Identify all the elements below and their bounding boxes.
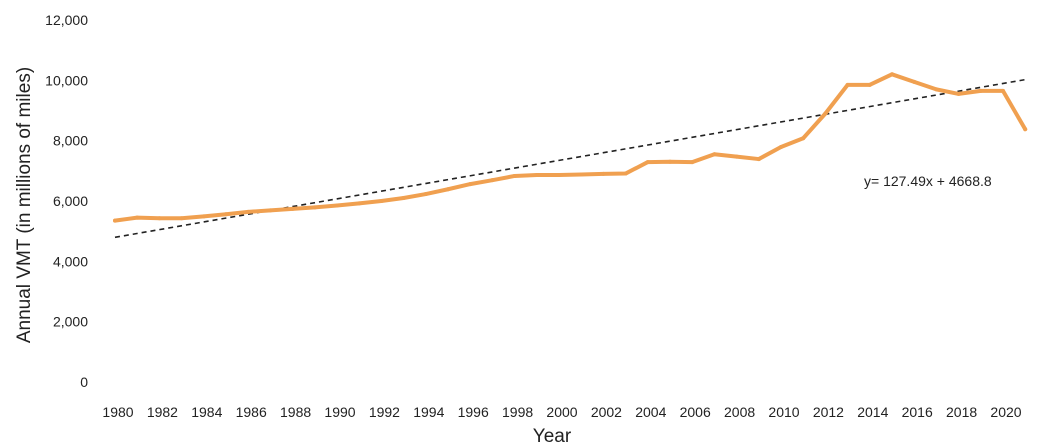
x-tick-label: 1986 [236,404,267,420]
x-tick-label: 1996 [458,404,489,420]
data-point [557,173,561,178]
x-tick-label: 1990 [324,404,355,420]
x-tick-label: 2004 [635,404,666,420]
data-point [379,199,384,203]
data-point [446,187,450,192]
x-tick-label: 1998 [502,404,533,420]
y-tick-label: 2,000 [53,314,88,330]
y-tick-label: 12,000 [45,12,88,28]
x-tick-label: 1992 [369,404,400,420]
data-point [423,192,428,197]
x-tick-label: 1980 [102,404,133,420]
data-point [1001,88,1005,93]
data-point [157,216,162,221]
y-tick-label: 10,000 [45,72,88,88]
x-tick-labels: 1980 1982 1984 1986 1988 1990 1992 1994 1996 1998… [102,404,1021,420]
data-point [956,91,961,96]
data-point [401,195,406,200]
x-axis-title: Year [533,426,572,447]
data-point [623,171,628,176]
data-point [579,172,584,177]
x-tick-label: 2010 [768,404,799,420]
data-point [690,160,695,165]
data-point [823,111,828,116]
data-point [734,154,739,159]
x-tick-label: 1982 [147,404,178,420]
data-point [512,173,517,178]
x-tick-label: 2016 [902,404,933,420]
data-point [601,171,606,176]
y-tick-label: 0 [80,374,88,390]
y-tick-label: 8,000 [53,133,88,149]
data-point [668,159,672,164]
data-point [290,206,295,211]
data-point [179,216,184,221]
data-point [268,208,273,213]
data-point [357,201,362,206]
data-point [113,218,117,223]
y-tick-labels: 0 2,000 4,000 6,000 8,000 10,000 12,000 [45,12,88,390]
data-point [912,79,917,84]
series-line [113,72,1028,223]
data-point [645,160,650,165]
x-tick-label: 2008 [724,404,755,420]
data-point [845,82,850,87]
data-point [468,182,473,187]
x-tick-label: 2014 [857,404,888,420]
data-point [867,82,872,87]
trendline-equation: y= 127.49x + 4668.8 [864,173,992,189]
data-point [135,215,140,220]
data-point [890,72,894,77]
data-point [201,214,206,219]
x-tick-label: 2018 [946,404,977,420]
y-tick-label: 6,000 [53,193,88,209]
data-point [490,178,495,183]
data-point [712,152,717,157]
data-point [779,145,783,150]
data-point [534,173,539,178]
data-point [934,87,939,92]
x-tick-label: 2006 [680,404,711,420]
series-points [113,72,1028,223]
x-tick-label: 1988 [280,404,311,420]
y-axis-title: Annual VMT (in millions of miles) [14,67,35,343]
data-point [335,203,339,208]
trendline [114,78,1026,239]
x-tick-label: 2002 [591,404,622,420]
data-point [801,136,806,141]
data-point [224,212,228,217]
data-point [312,205,317,210]
x-tick-label: 1994 [413,404,444,420]
data-point [1023,127,1028,132]
x-tick-label: 2020 [990,404,1021,420]
x-tick-label: 2012 [813,404,844,420]
data-point [756,157,761,162]
data-point [246,209,251,214]
y-tick-label: 4,000 [53,253,88,269]
data-point [978,88,983,93]
x-tick-label: 2000 [546,404,577,420]
x-tick-label: 1984 [191,404,222,420]
